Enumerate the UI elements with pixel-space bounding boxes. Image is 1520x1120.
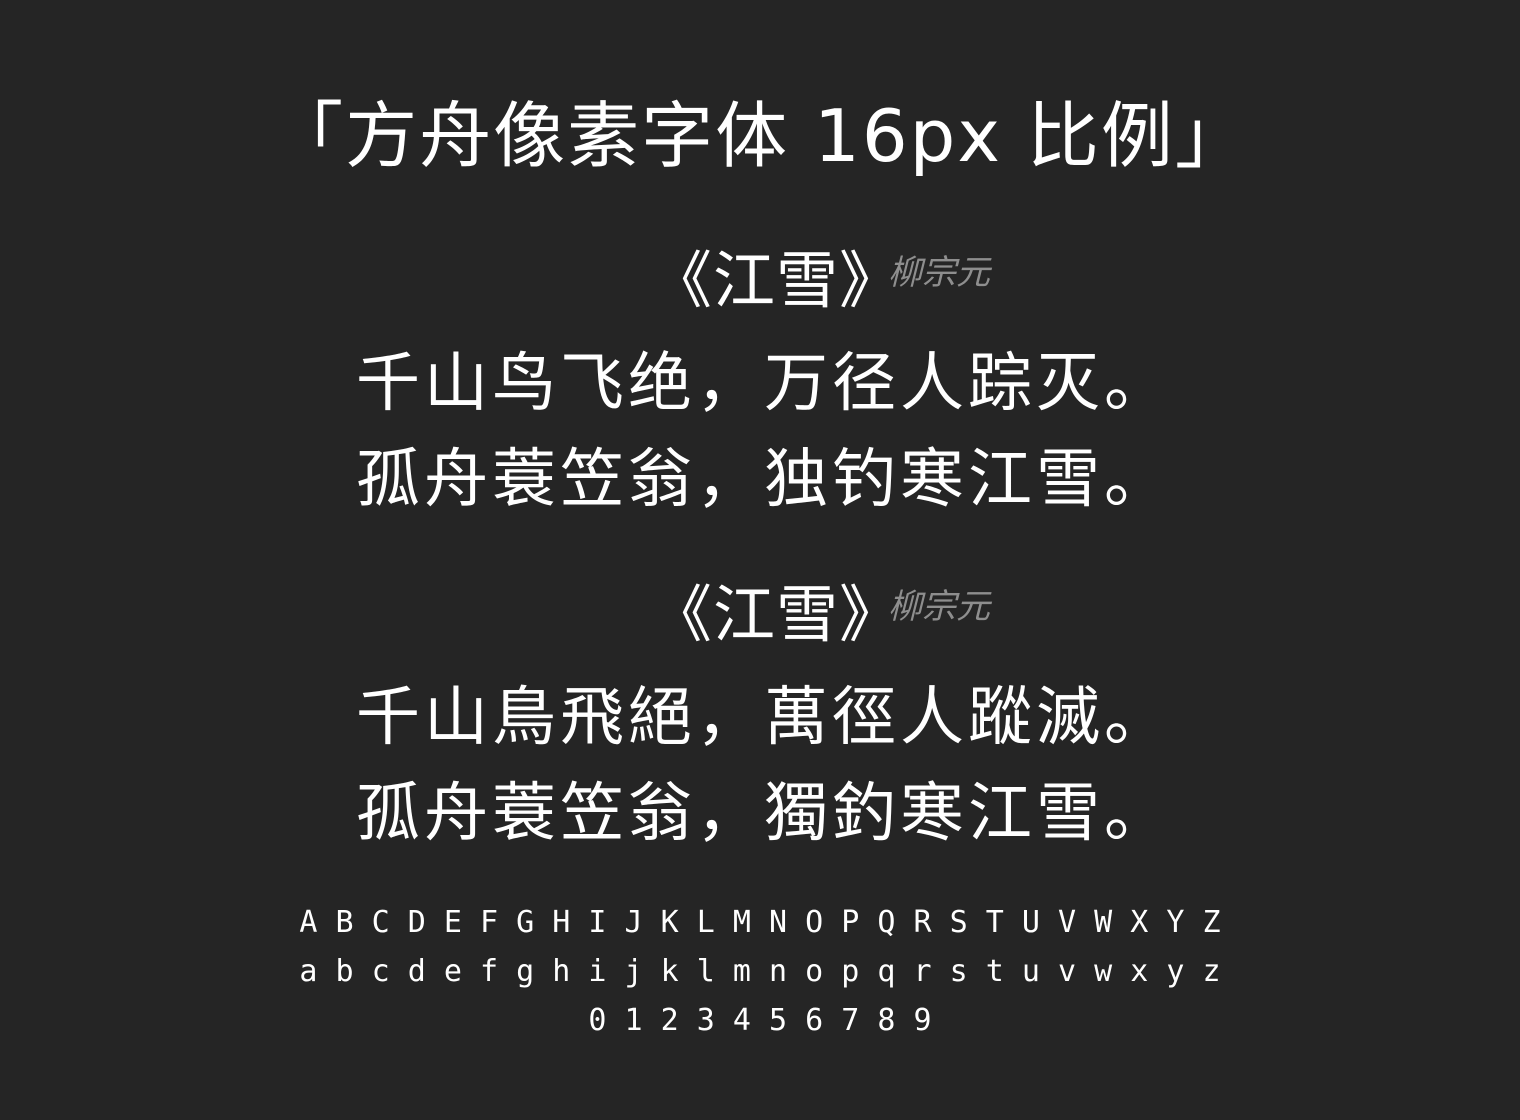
poem-line-simplified-1: 千山鸟飞绝，万径人踪灭。 <box>356 347 1172 421</box>
poem-title-simplified: 《江雪》 <box>650 244 903 317</box>
poem-author-simplified: 柳宗元 <box>888 253 990 293</box>
page-title: 「方舟像素字体 16px 比例」 <box>271 94 1249 178</box>
poem-line-traditional-2: 孤舟蓑笠翁，獨釣寒江雪。 <box>356 777 1172 851</box>
poem-line-traditional-1: 千山鳥飛絕，萬徑人蹤滅。 <box>356 681 1172 755</box>
poem-line-simplified-2: 孤舟蓑笠翁，独钓寒江雪。 <box>356 443 1172 517</box>
uppercase-glyphs: A B C D E F G H I J K L M N O P Q R S T … <box>299 905 1221 940</box>
digit-glyphs: 0 1 2 3 4 5 6 7 8 9 <box>588 1003 932 1038</box>
poem-author-traditional: 柳宗元 <box>888 587 990 627</box>
lowercase-glyphs: a b c d e f g h i j k l m n o p q r s t … <box>299 954 1221 989</box>
poem-title-traditional: 《江雪》 <box>650 578 903 651</box>
